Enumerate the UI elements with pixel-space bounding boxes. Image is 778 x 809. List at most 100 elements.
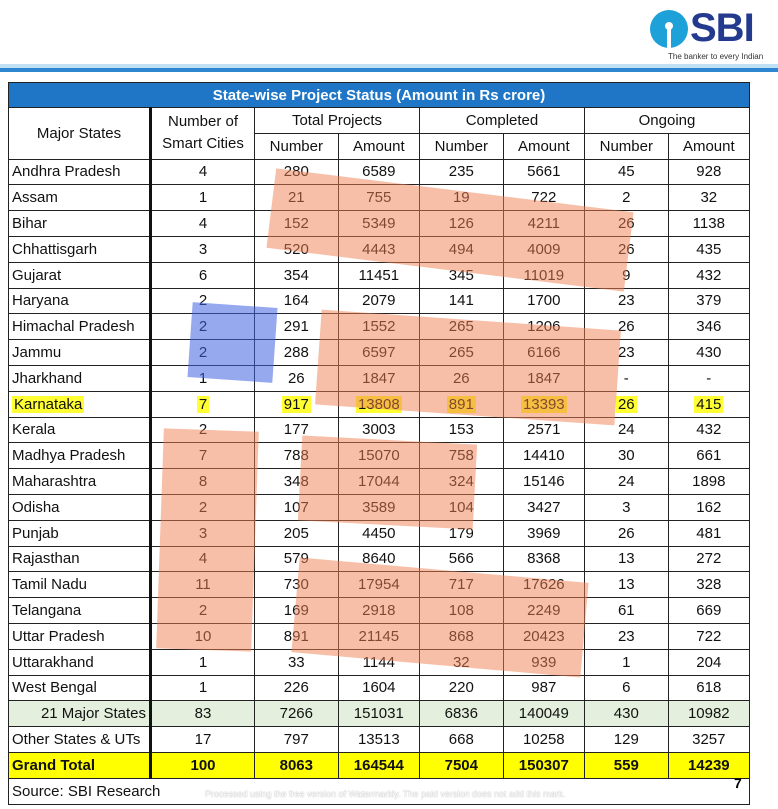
cell-text: 328	[696, 576, 722, 594]
cell-value: 8368	[502, 545, 585, 573]
cell-value: 928	[667, 158, 751, 186]
cell-text: 15146	[522, 473, 565, 491]
cell-text: 23	[617, 292, 635, 310]
cell-text: 5349	[362, 215, 396, 233]
cell-text: 3	[622, 498, 631, 516]
cell-text: 220	[448, 679, 474, 697]
cell-value: 1552	[337, 313, 420, 341]
source-note: Source: SBI Research	[8, 777, 750, 805]
cell-text: 722	[696, 627, 722, 645]
cell-text: 2	[198, 318, 208, 336]
cell-text: 33	[287, 653, 305, 671]
cell-value: 730	[254, 571, 339, 599]
cell-text: 1847	[527, 369, 561, 387]
header-amount: Amount	[502, 132, 585, 160]
state-name: Karnataka	[8, 390, 152, 418]
cell-value: 153	[418, 416, 504, 444]
cell-value: 379	[667, 287, 751, 315]
cell-text: 272	[696, 550, 722, 568]
cell-value: 2079	[337, 287, 420, 315]
cell-text: 3	[198, 524, 208, 542]
cell-value: 107	[254, 493, 339, 521]
cell-text: 1138	[692, 215, 725, 233]
cell-text: 758	[448, 447, 474, 465]
cell-value: 9	[583, 261, 669, 289]
cell-value: 717	[418, 571, 504, 599]
state-name: Chhattisgarh	[8, 235, 152, 263]
cell-text: 13	[617, 550, 635, 568]
state-name: Gujarat	[8, 261, 152, 289]
cell-value: 204	[667, 648, 751, 676]
cell-text: 226	[283, 679, 309, 697]
cell-text: 3	[198, 240, 208, 258]
cell-value: 6	[150, 261, 255, 289]
cell-text: 1700	[527, 292, 561, 310]
cell-text: 280	[283, 163, 309, 181]
table-row: Karnataka 7 917 13808 891 13393 26 415	[8, 390, 751, 418]
cell-value: 2	[150, 287, 255, 315]
state-name: Punjab	[8, 519, 152, 547]
cell-value: 26	[583, 390, 669, 418]
cell-text: 6836	[444, 705, 478, 723]
cell-text: 205	[283, 524, 309, 542]
cell-text: 19	[452, 189, 470, 207]
state-name: Assam	[8, 184, 152, 212]
cell-value: 15146	[502, 468, 585, 495]
cell-text: 7504	[444, 756, 478, 774]
header-number: Number	[418, 132, 504, 160]
state-name: Uttarakhand	[8, 648, 152, 676]
cell-value: 83	[150, 700, 255, 728]
table-row: Odisha 2 107 3589 104 3427 3 162	[8, 493, 751, 521]
table-row: Assam 1 21 755 19 722 2 32	[8, 184, 751, 212]
cell-value: 755	[337, 184, 420, 212]
watermark: Processed using the free version of Wate…	[205, 789, 566, 799]
cell-text: -	[706, 369, 712, 387]
cell-value: 354	[254, 261, 339, 289]
cell-value: 3	[150, 235, 255, 263]
cell-value: 758	[418, 442, 504, 470]
cell-text: 579	[283, 550, 309, 568]
cell-value: 520	[254, 235, 339, 263]
cell-text: 4450	[362, 524, 396, 542]
table-row: Madhya Pradesh 7 788 15070 758 14410 30 661	[8, 442, 751, 470]
cell-value: 579	[254, 545, 339, 573]
cell-value: 23	[583, 287, 669, 315]
cell-text: 2	[198, 498, 208, 516]
cell-value: 6589	[337, 158, 420, 186]
cell-value: 345	[418, 261, 504, 289]
cell-value: 265	[418, 339, 504, 366]
cell-value: 291	[254, 313, 339, 341]
cell-text: 1206	[527, 318, 561, 336]
state-name: Haryana	[8, 287, 152, 315]
cell-text: 32	[452, 653, 470, 671]
cell-value: 26	[583, 210, 669, 237]
table-row: Andhra Pradesh 4 280 6589 235 5661 45 928	[8, 158, 751, 186]
cell-text: 891	[283, 627, 309, 645]
cell-text: Other States & UTs	[12, 731, 141, 749]
cell-value: 4	[150, 545, 255, 573]
cell-text: 30	[617, 447, 635, 465]
cell-value: 13513	[337, 726, 420, 753]
cell-text: 1552	[362, 318, 396, 336]
cell-text: 24	[617, 473, 635, 491]
cell-value: 280	[254, 158, 339, 186]
cell-value: 494	[418, 235, 504, 263]
cell-text: 4009	[527, 240, 561, 258]
table-row: Maharashtra 8 348 17044 324 15146 24 1898	[8, 468, 751, 495]
cell-value: 17	[150, 726, 255, 753]
cell-value: 2	[150, 597, 255, 624]
header-amount: Amount	[667, 132, 751, 160]
cell-value: 272	[667, 545, 751, 573]
cell-text: West Bengal	[12, 679, 97, 697]
state-name: Jharkhand	[8, 364, 152, 392]
cell-value: -	[583, 364, 669, 392]
cell-value: 1	[583, 648, 669, 676]
cell-text: -	[623, 369, 629, 387]
cell-value: 3589	[337, 493, 420, 521]
cell-text: 140049	[518, 705, 569, 723]
cell-value: 61	[583, 597, 669, 624]
grand-total-row: Grand Total 100 8063 164544 7504 150307 559 142…	[8, 751, 751, 779]
cell-value: 1144	[337, 648, 420, 676]
cell-value: 100	[150, 751, 255, 779]
cell-value: 1847	[502, 364, 585, 392]
